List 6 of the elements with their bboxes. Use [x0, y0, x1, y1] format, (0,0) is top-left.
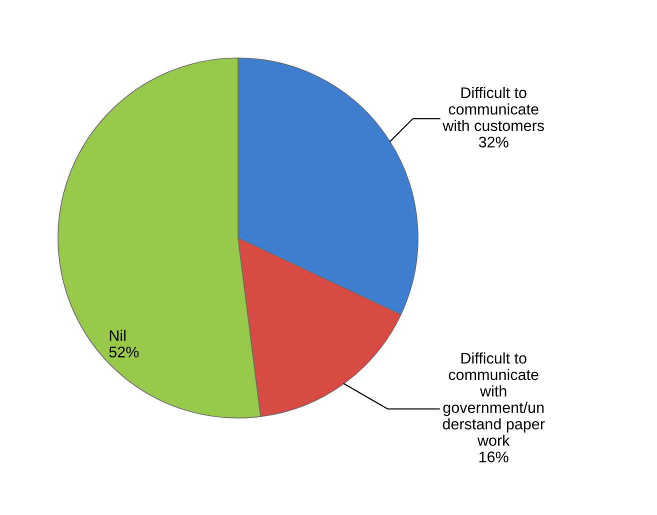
slice-label: Difficult to communicate with government/un derstand paper work — [442, 352, 545, 446]
slice-label: Difficult to communicate with customers — [442, 86, 544, 132]
data-label: 16% — [479, 452, 508, 462]
data-label: 32% — [478, 136, 508, 148]
data-label: 52% — [109, 346, 139, 358]
slice-label: Nil — [110, 330, 126, 341]
